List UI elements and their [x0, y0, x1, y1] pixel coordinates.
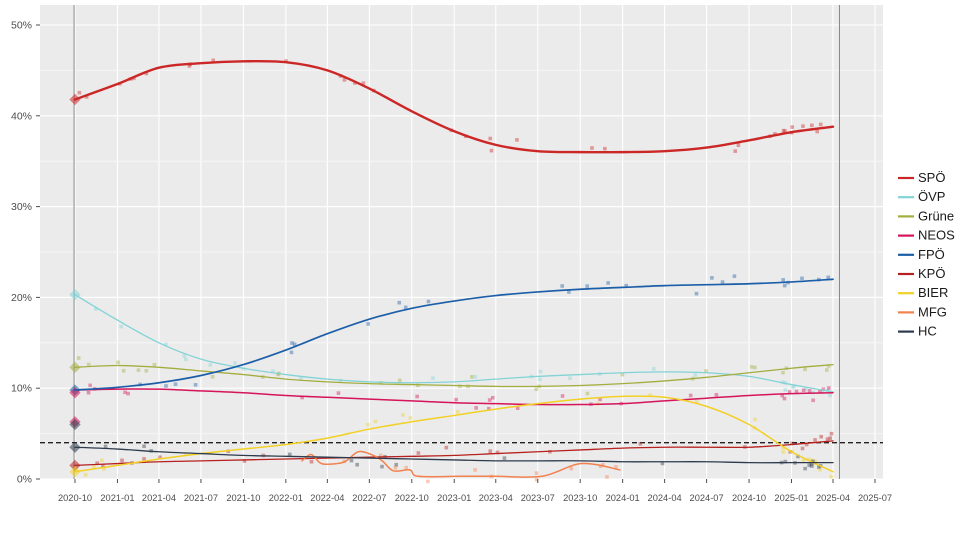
svg-text:2022-01: 2022-01	[269, 493, 303, 503]
svg-text:Grüne: Grüne	[918, 208, 954, 223]
svg-text:20%: 20%	[11, 292, 32, 304]
svg-text:50%: 50%	[11, 20, 32, 32]
svg-text:2025-01: 2025-01	[774, 493, 808, 503]
svg-text:2023-10: 2023-10	[563, 493, 597, 503]
svg-text:2023-01: 2023-01	[437, 493, 471, 503]
svg-text:2024-07: 2024-07	[690, 493, 724, 503]
svg-text:2021-01: 2021-01	[100, 493, 134, 503]
svg-text:KPÖ: KPÖ	[918, 266, 945, 281]
svg-text:2020-10: 2020-10	[58, 493, 92, 503]
svg-text:2022-07: 2022-07	[352, 493, 386, 503]
svg-text:2025-04: 2025-04	[816, 493, 850, 503]
svg-text:SPÖ: SPÖ	[918, 170, 945, 185]
svg-text:FPÖ: FPÖ	[918, 247, 945, 262]
svg-text:2023-07: 2023-07	[521, 493, 555, 503]
svg-text:MFG: MFG	[918, 304, 947, 319]
svg-text:2021-04: 2021-04	[142, 493, 176, 503]
svg-text:2021-07: 2021-07	[184, 493, 218, 503]
svg-text:2024-01: 2024-01	[606, 493, 640, 503]
svg-text:0%: 0%	[17, 474, 32, 486]
svg-text:2021-10: 2021-10	[226, 493, 260, 503]
svg-text:2024-10: 2024-10	[732, 493, 766, 503]
svg-text:40%: 40%	[11, 110, 32, 122]
svg-text:HC: HC	[918, 324, 937, 339]
svg-text:2022-04: 2022-04	[310, 493, 344, 503]
svg-text:ÖVP: ÖVP	[918, 189, 945, 204]
svg-text:2024-04: 2024-04	[648, 493, 682, 503]
svg-text:2025-07: 2025-07	[858, 493, 892, 503]
svg-text:30%: 30%	[11, 201, 32, 213]
svg-text:2023-04: 2023-04	[479, 493, 513, 503]
svg-text:NEOS: NEOS	[918, 228, 955, 243]
svg-text:BIER: BIER	[918, 285, 948, 300]
svg-text:10%: 10%	[11, 383, 32, 395]
svg-text:2022-10: 2022-10	[395, 493, 429, 503]
